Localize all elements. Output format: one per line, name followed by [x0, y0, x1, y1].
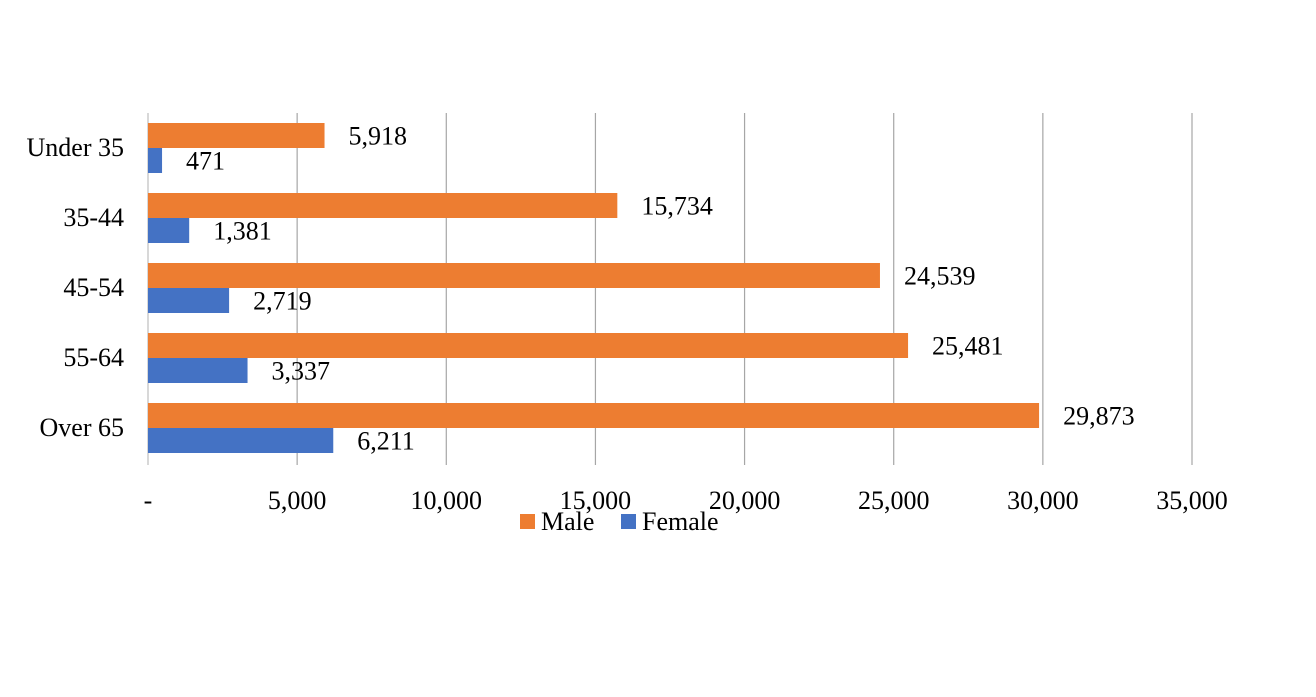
bars [148, 123, 1040, 453]
data-label-male-4: 29,873 [1063, 402, 1135, 431]
legend-label-female: Female [642, 507, 719, 536]
category-label: 55-64 [63, 343, 124, 372]
bar-female-3 [148, 358, 248, 383]
data-label-male-3: 25,481 [932, 332, 1004, 361]
x-tick-label: 5,000 [268, 486, 327, 515]
bar-male-0 [148, 123, 325, 148]
legend-swatch-female [621, 514, 636, 529]
bar-male-2 [148, 263, 880, 288]
x-tick-label: 35,000 [1156, 486, 1228, 515]
data-label-male-2: 24,539 [904, 262, 976, 291]
data-labels: 5,918 471 15,734 1,381 24,539 2,719 25,481 3,33… [186, 122, 1135, 456]
x-tick-labels: - 5,000 10,000 15,000 20,000 25,000 30,000 35,0… [144, 486, 1228, 515]
legend-swatch-male [520, 514, 535, 529]
data-label-female-2: 2,719 [253, 287, 312, 316]
legend: Male Female [520, 507, 719, 536]
x-tick-label: 10,000 [411, 486, 483, 515]
legend-label-male: Male [541, 507, 594, 536]
x-tick-label: - [144, 486, 153, 515]
data-label-male-1: 15,734 [641, 192, 713, 221]
bar-male-3 [148, 333, 909, 358]
gridlines [147, 113, 1193, 465]
bar-male-1 [148, 193, 618, 218]
category-labels: Under 35 35-44 45-54 55-64 Over 65 [27, 133, 124, 442]
data-label-female-3: 3,337 [272, 357, 331, 386]
category-label: Over 65 [40, 413, 124, 442]
bar-female-1 [148, 218, 190, 243]
x-tick-label: 25,000 [858, 486, 930, 515]
bar-female-0 [148, 148, 163, 173]
x-tick-label: 30,000 [1007, 486, 1079, 515]
data-label-female-1: 1,381 [213, 217, 271, 246]
category-label: 45-54 [63, 273, 124, 302]
category-label: Under 35 [27, 133, 124, 162]
data-label-female-4: 6,211 [357, 427, 415, 456]
bar-male-4 [148, 403, 1040, 428]
x-tick-label: 20,000 [709, 486, 781, 515]
category-label: 35-44 [63, 203, 124, 232]
bar-female-2 [148, 288, 230, 313]
data-label-female-0: 471 [186, 147, 225, 176]
bar-female-4 [148, 428, 334, 453]
data-label-male-0: 5,918 [349, 122, 408, 151]
x-tick-label: 15,000 [560, 486, 632, 515]
